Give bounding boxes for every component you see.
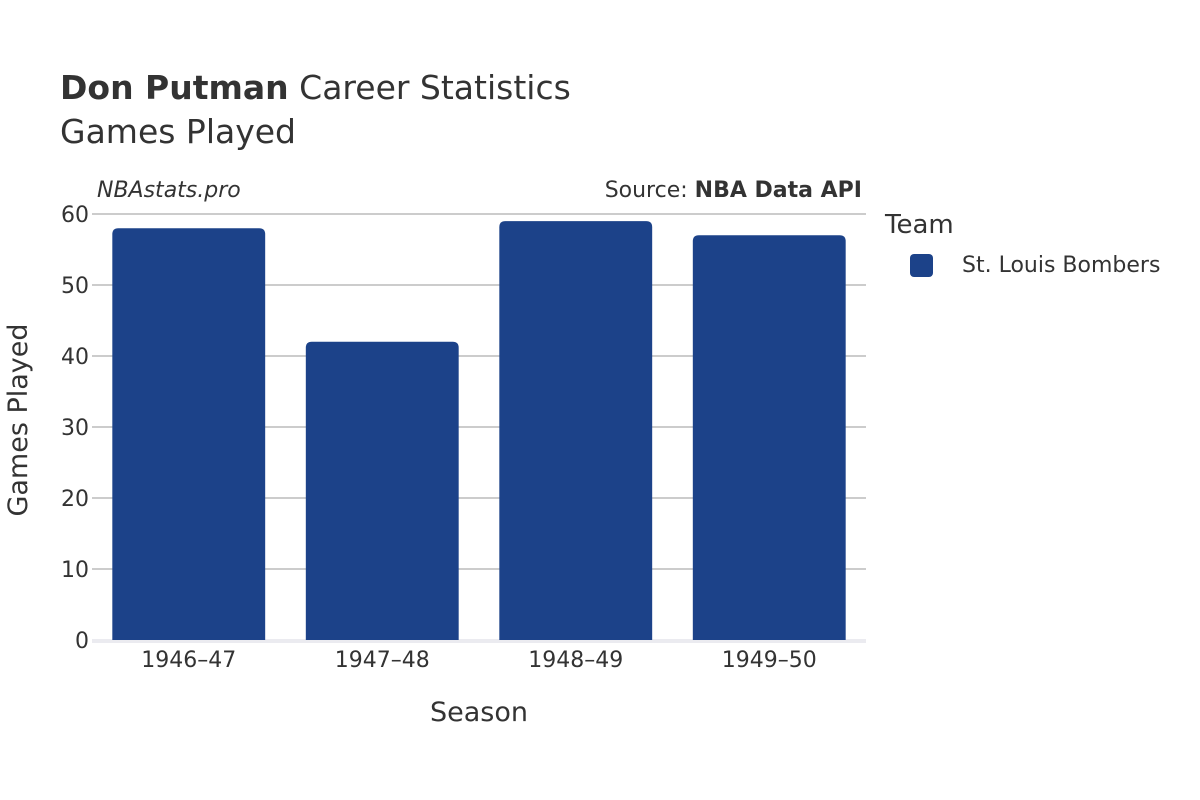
bar[interactable] bbox=[112, 228, 266, 640]
player-name: Don Putman bbox=[60, 68, 289, 107]
site-watermark: NBAstats.pro bbox=[97, 178, 241, 203]
baseline bbox=[92, 639, 866, 643]
y-tick-label: 10 bbox=[61, 558, 89, 583]
bar[interactable] bbox=[499, 221, 653, 640]
x-axis-ticks: 1946–47 1947–48 1948–49 1949–50 bbox=[141, 648, 816, 673]
legend-title: Team bbox=[885, 210, 954, 240]
y-tick-label: 60 bbox=[61, 203, 89, 228]
x-tick-label: 1948–49 bbox=[528, 648, 623, 673]
bar[interactable] bbox=[305, 341, 459, 640]
title-rest: Career Statistics bbox=[299, 68, 571, 107]
y-tick-label: 30 bbox=[61, 416, 89, 441]
y-axis-label: Games Played bbox=[3, 323, 34, 516]
y-axis-ticks: 0 10 20 30 40 50 60 bbox=[61, 203, 89, 654]
chart-subtitle: Games Played bbox=[60, 112, 296, 151]
x-tick-label: 1946–47 bbox=[141, 648, 236, 673]
source-name: NBA Data API bbox=[694, 178, 862, 203]
source-credit: Source: NBA Data API bbox=[605, 178, 862, 203]
bar[interactable] bbox=[692, 235, 846, 641]
chart-title: Don Putman Career Statistics bbox=[60, 68, 571, 108]
y-tick-label: 20 bbox=[61, 487, 89, 512]
y-tick-label: 40 bbox=[61, 345, 89, 370]
legend-label: St. Louis Bombers bbox=[962, 253, 1161, 278]
x-tick-label: 1949–50 bbox=[722, 648, 817, 673]
legend-swatch bbox=[910, 254, 933, 277]
x-axis-label: Season bbox=[430, 697, 528, 728]
y-tick-label: 0 bbox=[75, 629, 89, 654]
y-tick-label: 50 bbox=[61, 274, 89, 299]
source-prefix: Source: bbox=[604, 178, 695, 203]
x-tick-label: 1947–48 bbox=[335, 648, 430, 673]
bars bbox=[112, 221, 846, 641]
